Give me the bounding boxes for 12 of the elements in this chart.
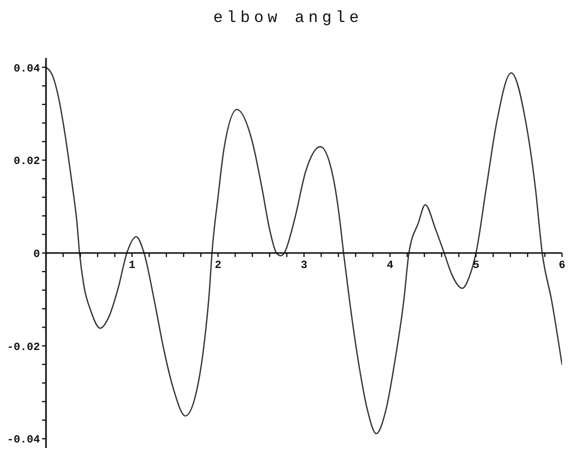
y-tick-label: 0 — [33, 249, 40, 261]
x-tick-label: 6 — [558, 260, 566, 272]
y-tick-label: 0.02 — [14, 156, 40, 168]
y-tick-label: -0.02 — [6, 342, 40, 354]
chart-title: elbow angle — [212, 9, 364, 27]
x-tick-label: 5 — [472, 260, 480, 272]
x-tick-label: 2 — [214, 260, 222, 272]
x-tick-label: 3 — [300, 260, 308, 272]
y-tick-label: 0.04 — [14, 63, 40, 76]
y-tick-label: -0.04 — [6, 434, 40, 447]
x-tick-label: 4 — [386, 260, 394, 272]
x-tick-label: 1 — [128, 260, 136, 272]
